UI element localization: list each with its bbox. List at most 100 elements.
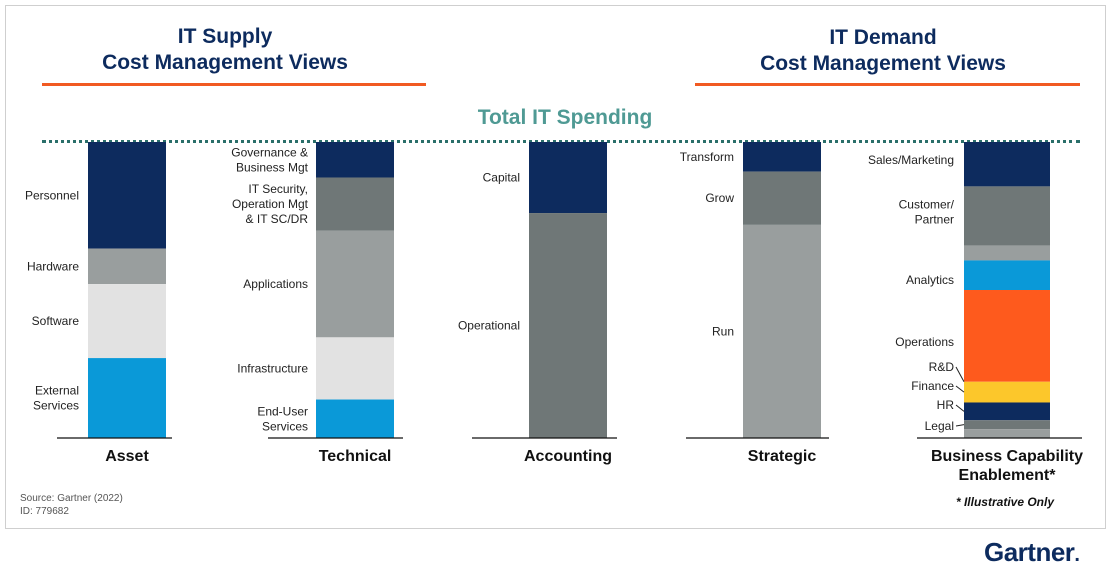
total-it-spending-title: Total IT Spending bbox=[477, 106, 653, 129]
segment-label-1-0-line: Governance & bbox=[231, 145, 308, 159]
bar-segment-1-4 bbox=[316, 399, 394, 438]
segment-label-3-0: Transform bbox=[680, 150, 734, 164]
bar-segment-4-8 bbox=[964, 420, 1050, 430]
segment-label-1-3-line: Infrastructure bbox=[237, 361, 308, 375]
segment-label-4-3: Analytics bbox=[906, 273, 954, 287]
leader-line-8 bbox=[955, 424, 965, 427]
demand-header-line1: IT Demand bbox=[829, 26, 937, 49]
logo-text: Gartner bbox=[984, 537, 1075, 567]
segment-label-1-1: IT Security, Operation Mgt & IT SC/DR bbox=[232, 182, 309, 226]
bar-segment-1-2 bbox=[316, 230, 394, 338]
total-spending-dotted-line bbox=[42, 140, 1080, 143]
supply-header-line1: IT Supply bbox=[177, 25, 273, 48]
bar-segment-4-0 bbox=[964, 142, 1050, 187]
segment-label-4-4-line: Operations bbox=[895, 335, 954, 349]
segment-label-0-3: External Services bbox=[33, 384, 79, 413]
segment-label-0-3-line: External bbox=[35, 384, 79, 398]
segment-label-4-1-line: Customer/ bbox=[899, 198, 955, 212]
leader-line-6 bbox=[955, 385, 965, 393]
segment-label-0-1-line: Hardware bbox=[27, 259, 79, 273]
segment-label-1-1-line: & IT SC/DR bbox=[246, 212, 309, 226]
bar-segment-1-1 bbox=[316, 177, 394, 231]
category-label-1: Technical bbox=[319, 448, 392, 465]
bar-segment-4-6 bbox=[964, 381, 1050, 403]
segment-label-4-8: Legal bbox=[925, 419, 954, 433]
segment-label-0-1: Hardware bbox=[27, 259, 79, 273]
segment-label-4-6-line: Finance bbox=[911, 379, 954, 393]
bar-segment-3-1 bbox=[743, 171, 821, 225]
segment-label-3-1: Grow bbox=[705, 191, 734, 205]
bar-segment-3-2 bbox=[743, 224, 821, 438]
segment-label-0-3-line: Services bbox=[33, 399, 79, 413]
supply-header-rule bbox=[42, 83, 426, 86]
supply-header-line2: Cost Management Views bbox=[102, 51, 348, 74]
source-text: Source: Gartner (2022) bbox=[20, 493, 123, 504]
category-label-line: Asset bbox=[105, 448, 149, 465]
document-id: ID: 779682 bbox=[20, 506, 69, 517]
segment-label-2-1-line: Operational bbox=[458, 319, 520, 333]
segment-label-4-0-line: Sales/Marketing bbox=[868, 153, 954, 167]
segment-label-1-0-line: Business Mgt bbox=[236, 160, 309, 174]
segment-label-1-2-line: Applications bbox=[243, 277, 308, 291]
segment-label-3-1-line: Grow bbox=[705, 191, 734, 205]
bar-segment-2-0 bbox=[529, 142, 607, 214]
slide-frame bbox=[5, 5, 1106, 529]
demand-header: IT Demand Cost Management Views bbox=[718, 25, 1048, 77]
segment-label-4-8-line: Legal bbox=[925, 419, 954, 433]
segment-label-1-2: Applications bbox=[243, 277, 308, 291]
segment-label-0-2-line: Software bbox=[32, 314, 80, 328]
category-label-line: Technical bbox=[319, 448, 392, 465]
bar-segment-0-1 bbox=[88, 248, 166, 285]
bar-segment-4-2 bbox=[964, 245, 1050, 261]
bar-segment-4-4 bbox=[964, 290, 1050, 382]
segment-label-4-1-line: Partner bbox=[915, 213, 954, 227]
segment-label-1-3: Infrastructure bbox=[237, 361, 308, 375]
segment-label-1-1-line: IT Security, bbox=[248, 182, 308, 196]
demand-header-line2: Cost Management Views bbox=[760, 52, 1006, 75]
segment-label-4-1: Customer/Partner bbox=[899, 198, 955, 227]
leader-line-7 bbox=[955, 404, 965, 412]
segment-label-0-0-line: Personnel bbox=[25, 188, 79, 202]
segment-label-4-7-line: HR bbox=[937, 398, 955, 412]
gartner-logo: Gartner. bbox=[984, 537, 1080, 568]
segment-label-4-7: HR bbox=[937, 398, 955, 412]
segment-label-2-0: Capital bbox=[483, 171, 520, 185]
bar-segment-0-3 bbox=[88, 358, 166, 438]
segment-label-4-0: Sales/Marketing bbox=[868, 153, 954, 167]
segment-label-2-1: Operational bbox=[458, 319, 520, 333]
stacked-bar-chart: Personnel Hardware Software External Service… bbox=[25, 142, 1083, 484]
segment-label-1-4: End-User Services bbox=[257, 404, 308, 433]
segment-label-1-1-line: Operation Mgt bbox=[232, 197, 309, 211]
demand-header-rule bbox=[695, 83, 1080, 86]
bar-segment-1-0 bbox=[316, 142, 394, 178]
bar-segment-4-7 bbox=[964, 402, 1050, 421]
bar-segment-4-3 bbox=[964, 260, 1050, 290]
supply-header: IT Supply Cost Management Views bbox=[60, 24, 390, 76]
segment-label-1-0: Governance & Business Mgt bbox=[231, 145, 308, 174]
category-label-line: Strategic bbox=[748, 448, 817, 465]
logo-dot: . bbox=[1074, 544, 1080, 566]
bar-segment-4-1 bbox=[964, 186, 1050, 246]
bar-segment-1-3 bbox=[316, 337, 394, 400]
bar-segment-0-2 bbox=[88, 284, 166, 359]
bar-segment-2-1 bbox=[529, 213, 607, 438]
segment-label-1-4-line: End-User bbox=[257, 404, 308, 418]
illustrative-note: * Illustrative Only bbox=[955, 495, 1055, 509]
category-label-2: Accounting bbox=[524, 448, 612, 465]
leader-line-5 bbox=[955, 366, 965, 382]
segment-label-2-0-line: Capital bbox=[483, 171, 520, 185]
segment-label-4-6: Finance bbox=[911, 379, 954, 393]
bar-segment-4-9 bbox=[964, 429, 1050, 438]
segment-label-3-0-line: Transform bbox=[680, 150, 734, 164]
source-note: Source: Gartner (2022) ID: 779682 bbox=[20, 492, 123, 518]
segment-label-0-2: Software bbox=[32, 314, 80, 328]
bar-segment-3-0 bbox=[743, 142, 821, 172]
segment-label-4-5: R&D bbox=[929, 360, 955, 374]
bar-segment-0-0 bbox=[88, 142, 166, 249]
category-label-line: Business Capability bbox=[931, 448, 1083, 465]
category-label-0: Asset bbox=[105, 448, 149, 465]
category-label-line: Accounting bbox=[524, 448, 612, 465]
segment-label-4-3-line: Analytics bbox=[906, 273, 954, 287]
segment-label-4-4: Operations bbox=[895, 335, 954, 349]
category-label-3: Strategic bbox=[748, 448, 817, 465]
